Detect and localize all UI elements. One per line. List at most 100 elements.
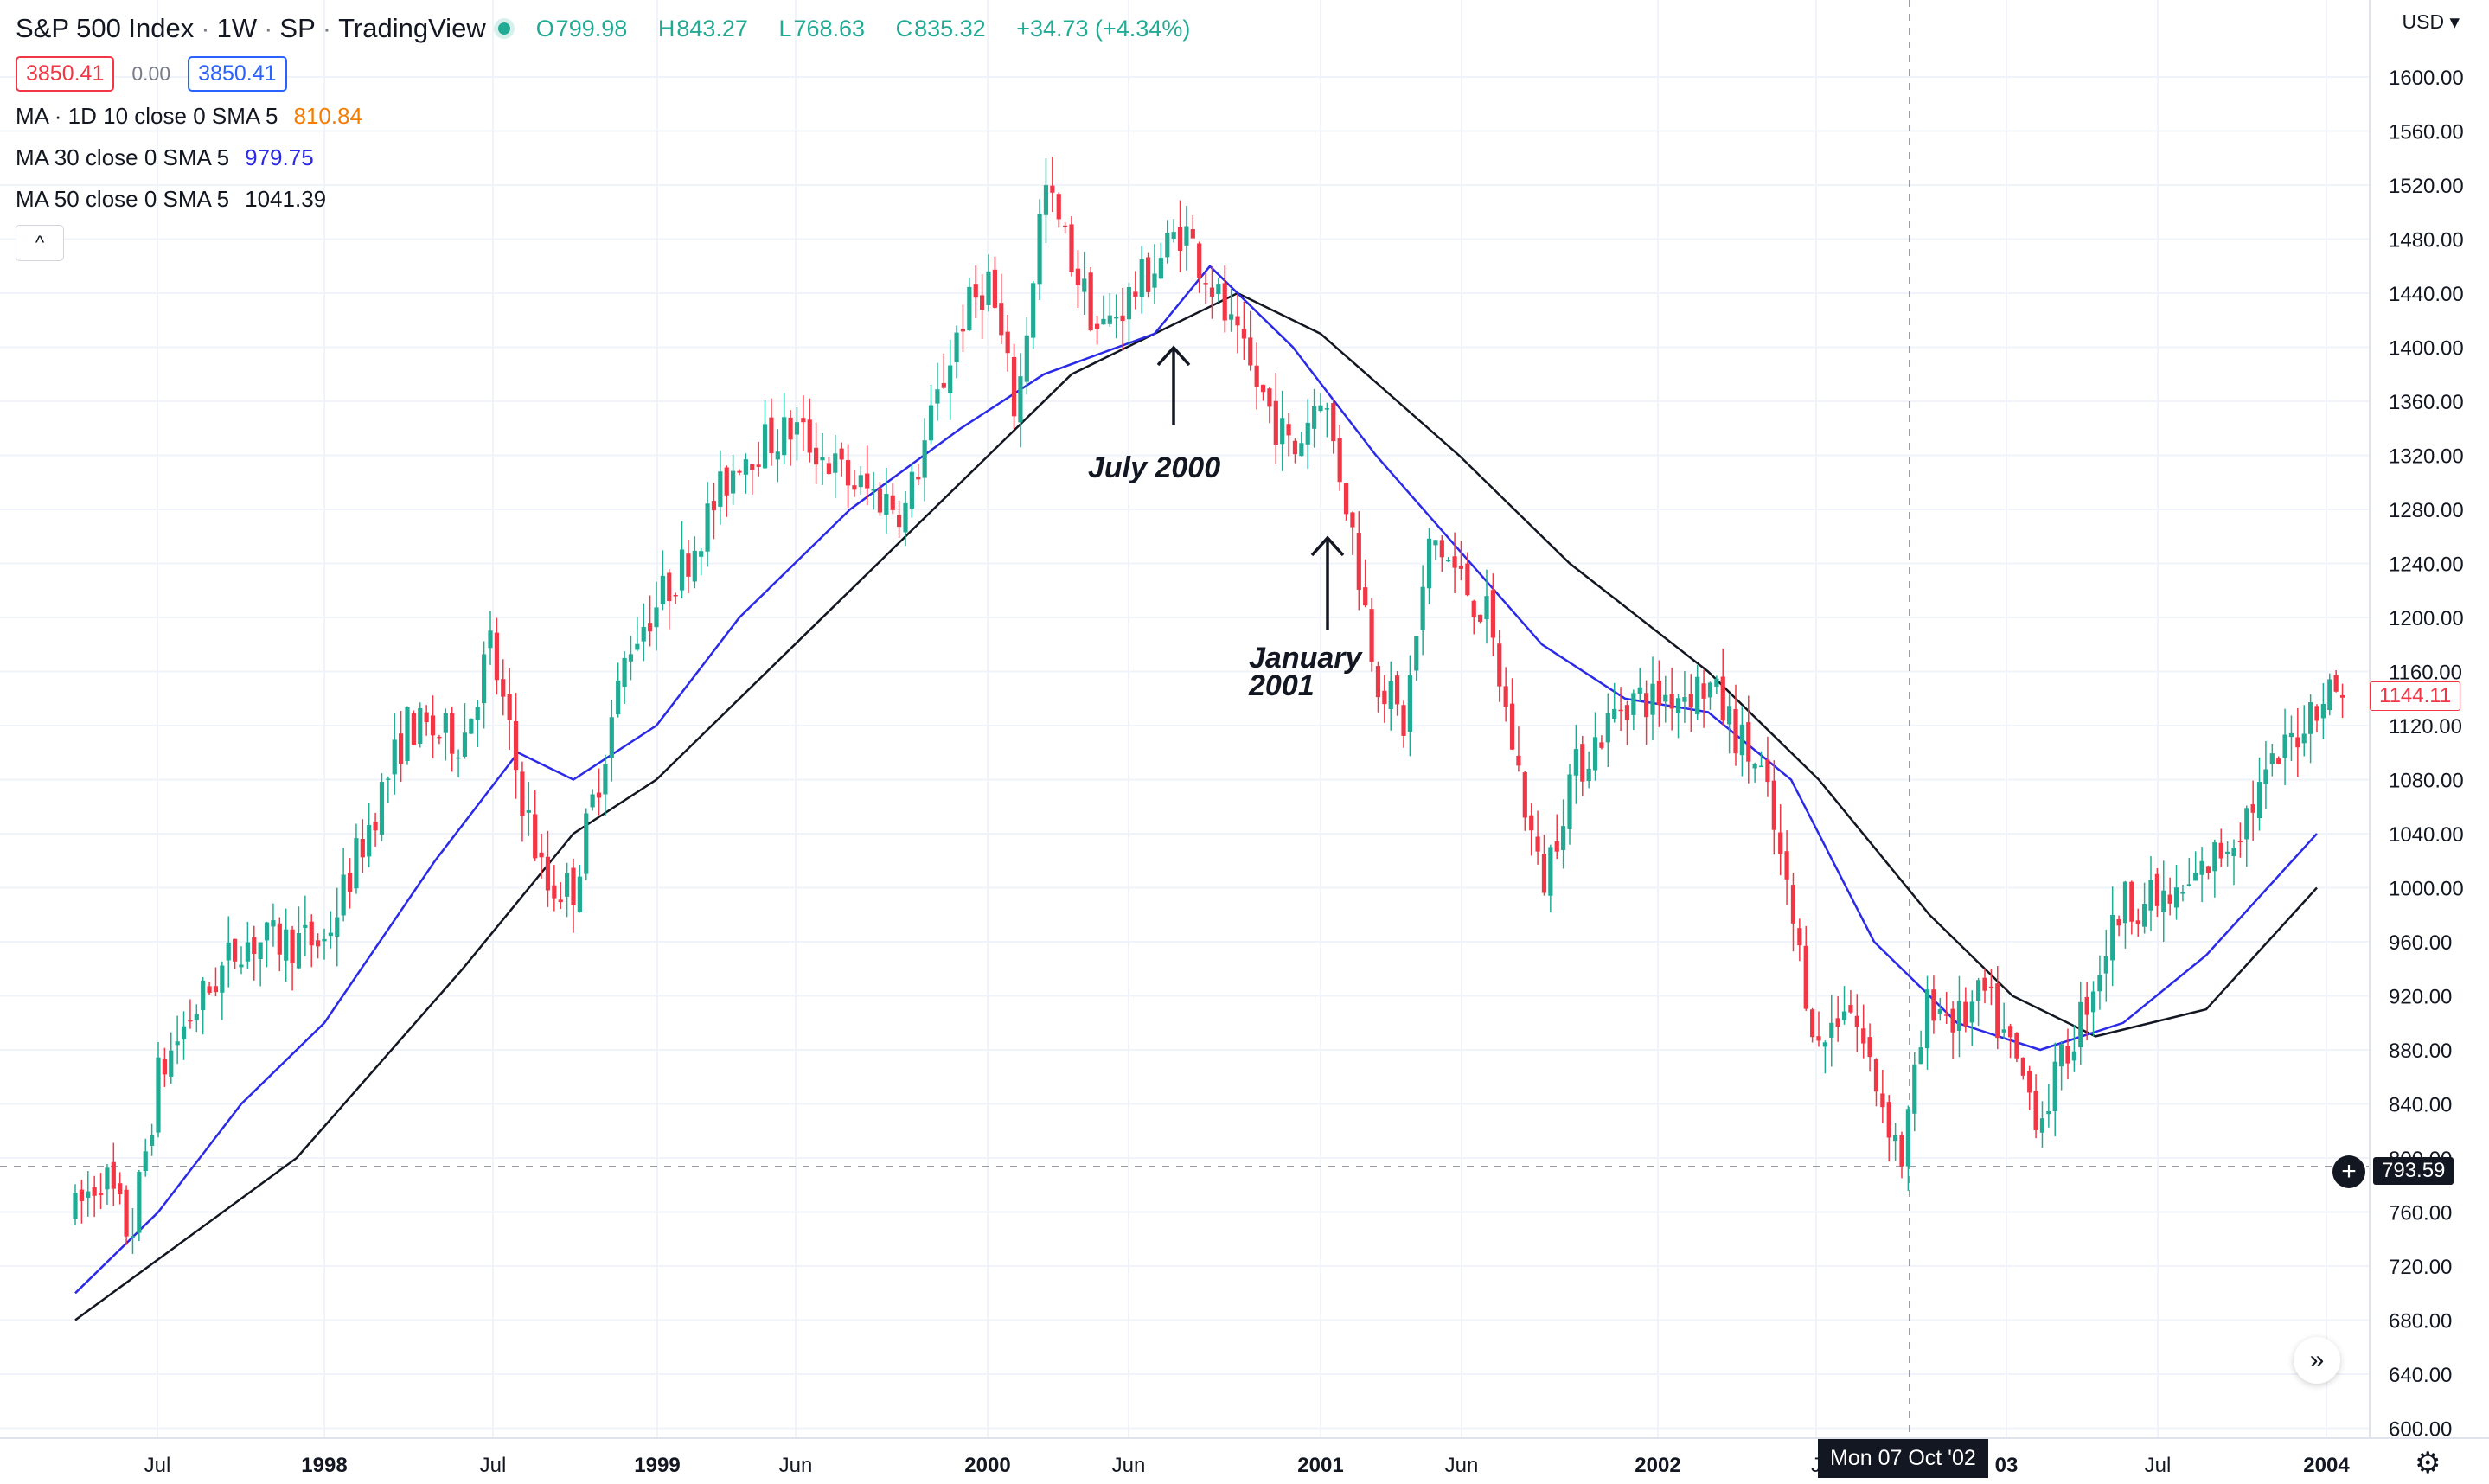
candle-body <box>1407 675 1412 732</box>
candle-body <box>992 269 997 308</box>
indicator-ma50[interactable]: MA 50 close 0 SMA 5 1041.39 <box>16 178 1202 220</box>
candle-body <box>877 488 883 513</box>
candle-body <box>890 495 895 510</box>
high-value: 843.27 <box>676 15 748 42</box>
candle-body <box>1126 287 1132 320</box>
collapse-legend-button[interactable]: ^ <box>16 225 64 261</box>
candle-body <box>1382 690 1387 705</box>
candle-body <box>1720 676 1725 721</box>
price-axis-label: 1440.00 <box>2389 283 2464 306</box>
candle-body <box>1835 1018 1840 1027</box>
candle-body <box>2161 890 2166 912</box>
candle-body <box>1548 847 1553 896</box>
candle-body <box>596 792 602 798</box>
candle-body <box>2154 873 2159 906</box>
candle-body <box>392 739 397 775</box>
candle-body <box>309 921 314 946</box>
price-axis-label: 960.00 <box>2389 931 2452 955</box>
candle-body <box>826 463 831 474</box>
candle-body <box>2027 1071 2032 1093</box>
candle-body <box>2084 996 2089 1015</box>
candle-body <box>1005 331 1010 354</box>
candle-body <box>1867 1037 1872 1058</box>
candle-body <box>1580 744 1585 782</box>
candle-body <box>1471 600 1476 617</box>
candle-body <box>98 1193 104 1195</box>
scroll-to-realtime-button[interactable]: » <box>2294 1337 2340 1384</box>
candle-body <box>347 873 353 892</box>
price-axis-label: 1040.00 <box>2389 823 2464 847</box>
candle-body <box>2212 842 2217 872</box>
candle-body <box>1937 1009 1942 1014</box>
candle-body <box>1822 1042 1827 1047</box>
price-axis-label: 1160.00 <box>2389 662 2462 685</box>
candle-body <box>1976 980 1981 1001</box>
candle-body <box>1733 708 1738 754</box>
candle-body <box>399 733 404 764</box>
candle-body <box>954 332 959 363</box>
candle-body <box>1063 225 1068 227</box>
candle-body <box>1292 440 1298 455</box>
candle-body <box>1069 224 1074 272</box>
candle-body <box>539 852 544 858</box>
candle-body <box>1248 337 1253 366</box>
high-label: H <box>657 15 675 42</box>
candle-body <box>1350 512 1355 528</box>
candle-body <box>1752 764 1757 769</box>
candle-body <box>928 405 934 441</box>
candle-body <box>1094 323 1100 329</box>
candle-body <box>86 1191 91 1198</box>
chart-settings-button[interactable]: ⚙ <box>2415 1446 2441 1481</box>
candle-body <box>1656 680 1661 705</box>
candle-body <box>137 1171 142 1233</box>
candle-body <box>494 632 499 681</box>
candle-body <box>1624 705 1630 720</box>
sell-price-button[interactable]: 3850.41 <box>16 55 115 92</box>
price-axis-label: 1400.00 <box>2389 337 2464 361</box>
candle-body <box>2193 873 2198 881</box>
candle-body <box>2244 808 2249 840</box>
candle-body <box>756 464 761 467</box>
candle-body <box>2218 842 2223 859</box>
candle-body <box>635 643 640 650</box>
candle-body <box>2295 737 2300 748</box>
separator: · <box>264 13 273 43</box>
candle-body <box>2078 1001 2083 1048</box>
time-axis-label: Jul <box>2145 1454 2172 1477</box>
source-label: TradingView <box>338 13 486 43</box>
candle-body <box>1401 705 1406 736</box>
candle-body <box>1120 315 1125 322</box>
buy-price-button[interactable]: 3850.41 <box>188 55 287 92</box>
candle-body <box>1554 841 1559 852</box>
candle-body <box>277 923 282 955</box>
candle-body <box>2052 1061 2057 1112</box>
indicator-ma30[interactable]: MA 30 close 0 SMA 5 979.75 <box>16 137 1202 178</box>
symbol-name[interactable]: S&P 500 Index <box>16 13 195 43</box>
price-axis-label: 1240.00 <box>2389 553 2464 577</box>
candle-body <box>252 937 257 955</box>
candle-body <box>903 502 908 533</box>
candle-body <box>622 657 627 688</box>
candle-body <box>1969 1001 1974 1023</box>
currency-dropdown[interactable]: USD ▾ <box>2402 10 2460 33</box>
candle-body <box>1497 643 1502 687</box>
candle-body <box>1190 229 1195 239</box>
chart-legend: S&P 500 Index · 1W · SP · TradingView O7… <box>16 10 1202 261</box>
indicator-value: 979.75 <box>245 144 314 170</box>
candle-body <box>341 874 346 916</box>
candle-body <box>2129 881 2134 922</box>
candle-body <box>2110 914 2115 961</box>
candle-body <box>1924 989 1930 1049</box>
add-alert-button[interactable]: + <box>2332 1155 2365 1188</box>
candle-body <box>1024 335 1029 382</box>
market-status-icon[interactable] <box>497 22 510 35</box>
candle-body <box>2314 706 2319 721</box>
candle-body <box>1599 742 1604 748</box>
candle-body <box>520 771 525 816</box>
candle-body <box>1439 540 1444 558</box>
interval-label[interactable]: 1W <box>216 13 258 43</box>
candle-body <box>354 838 359 889</box>
indicator-ma10[interactable]: MA · 1D 10 close 0 SMA 5 810.84 <box>16 95 1202 137</box>
candle-body <box>1841 1011 1847 1020</box>
